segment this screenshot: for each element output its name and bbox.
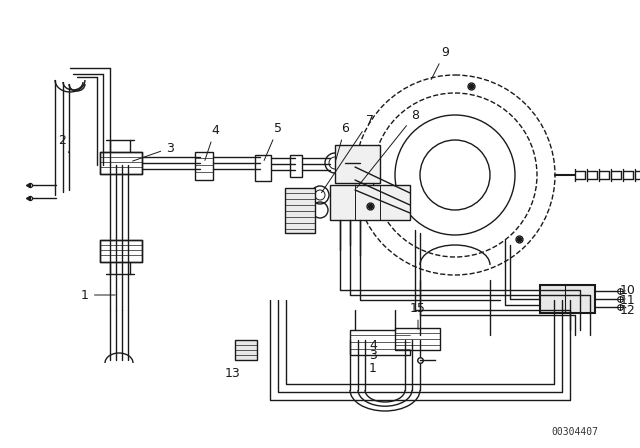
Text: 4: 4 (369, 339, 377, 352)
Text: 8: 8 (356, 108, 419, 188)
FancyBboxPatch shape (100, 152, 142, 174)
FancyBboxPatch shape (540, 285, 595, 313)
FancyBboxPatch shape (395, 328, 440, 350)
Text: 7: 7 (321, 113, 374, 193)
Text: 2: 2 (58, 134, 68, 153)
Text: 11: 11 (620, 293, 636, 306)
Text: 6: 6 (336, 121, 349, 160)
FancyBboxPatch shape (100, 240, 142, 262)
FancyBboxPatch shape (290, 155, 302, 177)
FancyBboxPatch shape (255, 155, 271, 181)
Text: 1: 1 (81, 289, 115, 302)
FancyBboxPatch shape (330, 185, 410, 220)
Text: 3: 3 (132, 142, 174, 161)
FancyBboxPatch shape (335, 145, 380, 183)
Text: 3: 3 (369, 349, 377, 362)
FancyBboxPatch shape (285, 188, 315, 233)
FancyBboxPatch shape (195, 152, 213, 180)
Text: 00304407: 00304407 (552, 427, 598, 437)
FancyBboxPatch shape (350, 330, 410, 355)
Text: 5: 5 (264, 121, 282, 160)
Text: 4: 4 (205, 124, 219, 160)
Text: 1: 1 (369, 362, 377, 375)
Text: 13: 13 (225, 366, 241, 379)
Text: 9: 9 (431, 46, 449, 79)
Text: 10: 10 (620, 284, 636, 297)
FancyBboxPatch shape (235, 340, 257, 360)
Text: 15: 15 (410, 302, 426, 329)
Text: 12: 12 (620, 303, 636, 316)
